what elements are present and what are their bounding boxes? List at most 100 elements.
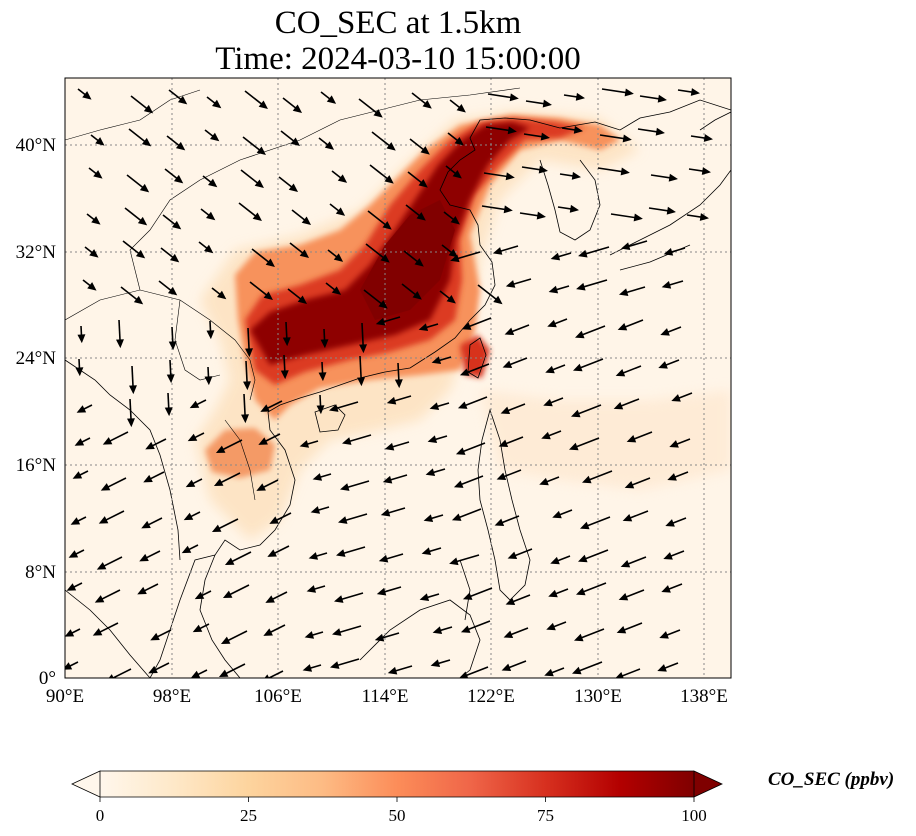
- wind-arrow-head: [310, 506, 321, 514]
- wind-arrow-head: [267, 549, 277, 557]
- co-plume-orange-south: [205, 428, 275, 478]
- wind-arrow-head: [505, 172, 515, 181]
- wind-arrow-head: [509, 93, 519, 102]
- wind-arrow-head: [376, 587, 387, 596]
- wind-arrow-head: [337, 174, 348, 183]
- lat-tick-label: 24°N: [16, 348, 57, 369]
- wind-arrow-head: [75, 367, 84, 377]
- wind-arrow-head: [496, 472, 507, 481]
- wind-arrow-head: [299, 440, 310, 448]
- wind-arrow-head: [177, 95, 188, 105]
- wind-arrow-head: [100, 483, 111, 491]
- wind-arrow-head: [569, 204, 579, 213]
- colorbar-tick-label: 50: [389, 806, 406, 825]
- wind-arrow-head: [547, 319, 557, 328]
- wind-arrow-head: [245, 348, 253, 358]
- wind-arrow-head: [312, 473, 323, 481]
- wind-arrow-head: [282, 337, 291, 347]
- wind-arrow-head: [576, 282, 586, 291]
- wind-arrow-head: [615, 671, 624, 678]
- wind-arrow-head: [166, 374, 175, 384]
- lon-tick-label: 138°E: [680, 686, 728, 707]
- wind-arrow-head: [666, 206, 676, 215]
- wind-arrow-head: [432, 626, 443, 635]
- wind-arrow-head: [655, 127, 665, 136]
- wind-arrow-head: [148, 665, 158, 674]
- wind-arrow-head: [577, 554, 588, 563]
- wind-arrow-head: [145, 441, 155, 450]
- wind-arrow-head: [65, 629, 75, 637]
- lat-tick-label: 32°N: [16, 242, 57, 263]
- wind-arrow-head: [133, 295, 144, 305]
- coastline-indochina: [149, 411, 296, 678]
- wind-arrow-head: [663, 552, 673, 560]
- wind-arrow-head: [581, 475, 592, 484]
- wind-arrow-head: [572, 363, 583, 372]
- wind-arrow-head: [414, 258, 424, 267]
- wind-arrow-head: [504, 327, 515, 336]
- wind-arrow-head: [256, 483, 266, 491]
- wind-arrow-head: [502, 360, 513, 369]
- wind-arrow-head: [548, 589, 558, 598]
- wind-arrow-head: [613, 401, 624, 410]
- wind-arrow-head: [620, 242, 631, 251]
- wind-arrow-head: [422, 100, 432, 109]
- wind-arrow-head: [336, 549, 346, 557]
- wind-arrow-head: [213, 478, 224, 487]
- wind-arrow-head: [575, 587, 586, 596]
- wind-arrow-head: [660, 328, 670, 336]
- wind-arrow-head: [571, 171, 581, 180]
- wind-arrow-head: [222, 590, 233, 599]
- lat-tick-label: 16°N: [16, 455, 57, 476]
- wind-arrow-head: [541, 431, 551, 440]
- wind-arrow-head: [492, 247, 503, 255]
- wind-arrow-head: [457, 401, 468, 409]
- lat-tick-label: 8°N: [25, 562, 56, 583]
- colorbar-ticks: [99, 797, 695, 802]
- wind-arrow-head: [66, 583, 77, 591]
- wind-arrow-head: [536, 211, 546, 220]
- lat-tick-label: 40°N: [16, 135, 57, 156]
- wind-arrow-head: [290, 137, 301, 146]
- wind-arrow-head: [168, 341, 177, 351]
- wind-arrow-head: [260, 404, 270, 412]
- colorbar-tick-label: 75: [537, 806, 554, 825]
- co-plume-ocean-haze: [480, 390, 731, 490]
- wind-arrow-head: [550, 556, 560, 565]
- wind-arrow-head: [701, 167, 711, 175]
- wind-arrow-head: [175, 141, 186, 151]
- wind-arrow-head: [456, 103, 466, 113]
- wind-arrow-head: [304, 631, 315, 639]
- wind-arrow-head: [329, 404, 339, 412]
- wind-arrow-head: [615, 368, 626, 377]
- wind-arrow-head: [76, 405, 87, 413]
- wind-arrow-head: [299, 249, 310, 258]
- wind-arrow-head: [661, 585, 671, 593]
- wind-arrow-head: [624, 88, 634, 97]
- wind-arrow-head: [324, 141, 335, 150]
- wind-arrow-head: [460, 625, 471, 633]
- wind-arrow-head: [501, 663, 512, 672]
- wind-arrow-head: [546, 622, 556, 631]
- wind-arrow-head: [264, 674, 270, 678]
- wind-arrow-head: [185, 479, 196, 488]
- colorbar-extend-max: [693, 770, 723, 798]
- wind-arrow-head: [429, 402, 440, 411]
- wind-arrow-head: [116, 339, 124, 349]
- wind-arrow-head: [616, 625, 627, 634]
- wind-arrow-head: [359, 344, 368, 354]
- wind-arrow-head: [382, 475, 393, 484]
- map-frame: [64, 77, 732, 679]
- wind-arrow-head: [204, 376, 213, 386]
- colorbar-label: CO_SEC (ppbv): [768, 769, 895, 790]
- wind-vectors: [65, 88, 713, 678]
- lon-tick-label: 114°E: [362, 686, 409, 707]
- wind-arrow-head: [386, 142, 396, 151]
- wind-arrow-head: [208, 178, 218, 188]
- wind-arrow-head: [446, 294, 456, 304]
- lat-tick-labels: 0° 8°N 16°N 24°N 32°N 40°N: [16, 135, 57, 689]
- wind-arrow-head: [212, 99, 222, 109]
- wind-arrow-head: [269, 516, 279, 524]
- wind-arrow-head: [658, 361, 668, 369]
- wind-arrow-head: [500, 406, 511, 415]
